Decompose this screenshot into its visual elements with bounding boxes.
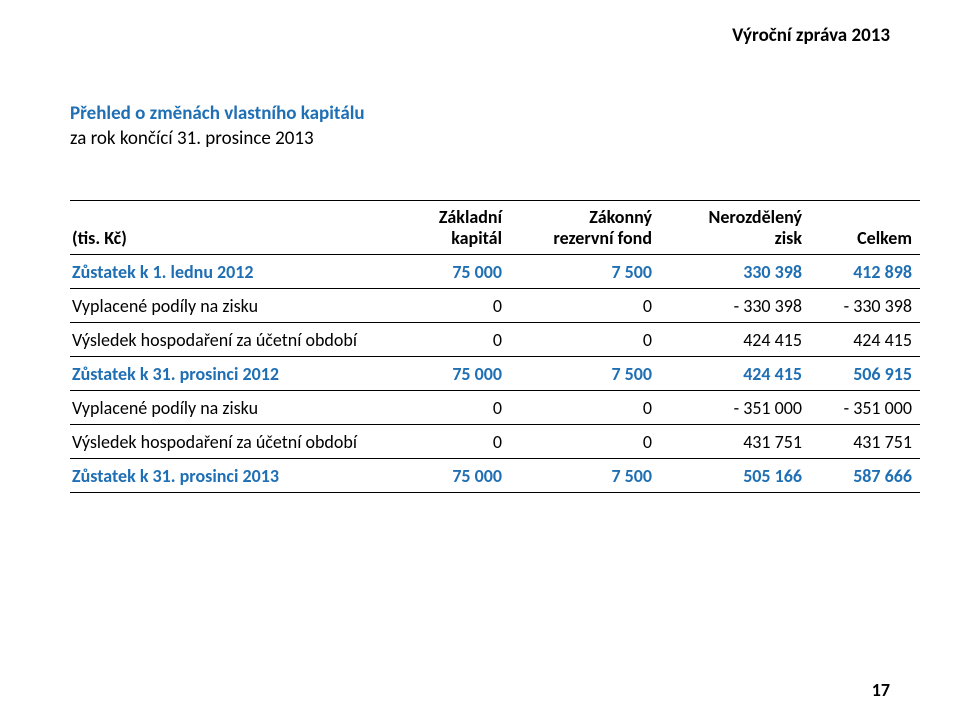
cell-value: 587 666 (810, 458, 920, 492)
cell-value: - 351 000 (810, 390, 920, 424)
cell-value: 330 398 (660, 254, 810, 288)
cell-value: 7 500 (510, 356, 660, 390)
col-header-line2: (tis. Kč) (72, 227, 127, 249)
cell-label: Zůstatek k 31. prosinci 2013 (70, 458, 390, 492)
cell-value: 75 000 (390, 254, 510, 288)
cell-value: - 330 398 (810, 288, 920, 322)
cell-value: 0 (390, 288, 510, 322)
cell-label: Vyplacené podíly na zisku (70, 288, 390, 322)
cell-label: Zůstatek k 31. prosinci 2012 (70, 356, 390, 390)
table-row: Zůstatek k 31. prosinci 2012 75 000 7 50… (70, 356, 920, 390)
cell-label: Výsledek hospodaření za účetní období (70, 322, 390, 356)
page: Výroční zpráva 2013 Přehled o změnách vl… (0, 0, 960, 727)
section-subheading: za rok končící 31. prosince 2013 (70, 127, 890, 150)
col-header-celkem: Celkem (810, 201, 920, 255)
table-row: Výsledek hospodaření za účetní období 0 … (70, 322, 920, 356)
table-row: Zůstatek k 1. lednu 2012 75 000 7 500 33… (70, 254, 920, 288)
cell-value: 0 (510, 322, 660, 356)
cell-value: 431 751 (810, 424, 920, 458)
cell-value: 0 (510, 424, 660, 458)
cell-value: 0 (510, 288, 660, 322)
cell-value: 7 500 (510, 254, 660, 288)
cell-value: 505 166 (660, 458, 810, 492)
cell-value: - 330 398 (660, 288, 810, 322)
cell-value: 7 500 (510, 458, 660, 492)
cell-value: 0 (510, 390, 660, 424)
doc-title: Výroční zpráva 2013 (732, 24, 890, 47)
cell-label: Zůstatek k 1. lednu 2012 (70, 254, 390, 288)
cell-label: Vyplacené podíly na zisku (70, 390, 390, 424)
col-header-line1: Základní (439, 206, 502, 228)
equity-table-wrap: (tis. Kč) Základní kapitál Zákonný rezer… (70, 200, 890, 493)
cell-value: 506 915 (810, 356, 920, 390)
col-header-line1: Zákonný (589, 206, 652, 228)
col-header-line2: kapitál (451, 227, 502, 249)
col-header-line1: Nerozdělený (709, 206, 802, 228)
col-header-line2: Celkem (857, 227, 912, 249)
equity-table: (tis. Kč) Základní kapitál Zákonný rezer… (70, 200, 920, 493)
cell-value: 0 (390, 424, 510, 458)
col-header-zakonny-fond: Zákonný rezervní fond (510, 201, 660, 255)
table-row: Výsledek hospodaření za účetní období 0 … (70, 424, 920, 458)
col-header-nerozdeleny-zisk: Nerozdělený zisk (660, 201, 810, 255)
cell-value: 75 000 (390, 356, 510, 390)
cell-value: 424 415 (810, 322, 920, 356)
cell-value: 424 415 (660, 322, 810, 356)
cell-value: 0 (390, 322, 510, 356)
table-row: Zůstatek k 31. prosinci 2013 75 000 7 50… (70, 458, 920, 492)
col-header-line2: rezervní fond (553, 227, 652, 249)
cell-value: 0 (390, 390, 510, 424)
table-row: Vyplacené podíly na zisku 0 0 - 330 398 … (70, 288, 920, 322)
col-header-label: (tis. Kč) (70, 201, 390, 255)
cell-value: 412 898 (810, 254, 920, 288)
section-heading: Přehled o změnách vlastního kapitálu (70, 102, 890, 125)
cell-value: - 351 000 (660, 390, 810, 424)
page-number: 17 (872, 679, 890, 701)
table-row: Vyplacené podíly na zisku 0 0 - 351 000 … (70, 390, 920, 424)
col-header-zakladni-kapital: Základní kapitál (390, 201, 510, 255)
cell-value: 431 751 (660, 424, 810, 458)
cell-label: Výsledek hospodaření za účetní období (70, 424, 390, 458)
table-header-row: (tis. Kč) Základní kapitál Zákonný rezer… (70, 201, 920, 255)
cell-value: 424 415 (660, 356, 810, 390)
cell-value: 75 000 (390, 458, 510, 492)
col-header-line2: zisk (775, 227, 802, 249)
